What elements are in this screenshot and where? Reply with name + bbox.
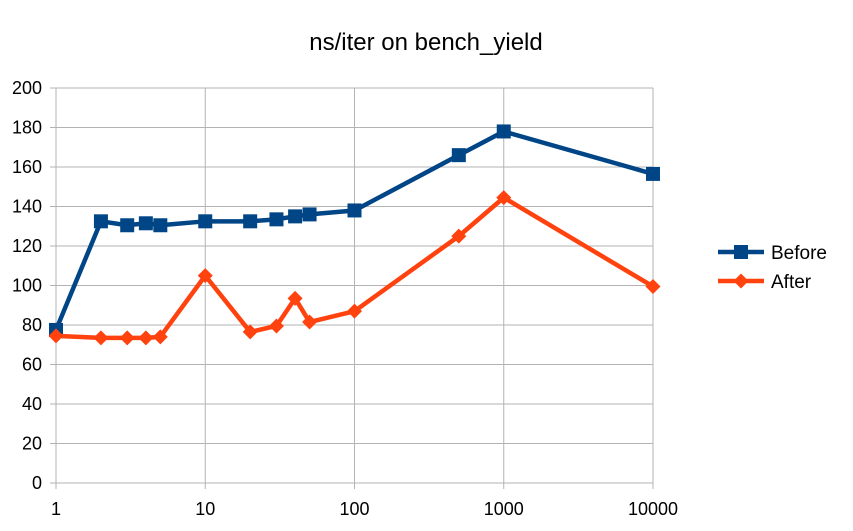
legend-item-before: Before: [718, 243, 827, 264]
y-axis-ticks: 0 20 40 60 80 100 120 140 160 180 200: [12, 78, 56, 493]
y-tick-label: 180: [12, 118, 42, 138]
legend-marker: [733, 273, 749, 289]
data-point: [496, 190, 512, 206]
data-point: [288, 209, 303, 224]
y-tick-label: 80: [22, 315, 42, 335]
data-point: [287, 290, 303, 306]
data-point: [197, 268, 213, 284]
y-tick-label: 140: [12, 197, 42, 217]
legend-item-after: After: [718, 272, 812, 293]
y-tick-label: 20: [22, 434, 42, 454]
legend-label: After: [771, 272, 812, 293]
data-point: [138, 330, 154, 346]
data-point: [152, 329, 168, 345]
y-tick-label: 200: [12, 78, 42, 98]
data-point: [302, 207, 317, 222]
x-tick-label: 1000: [484, 499, 524, 519]
legend: Before After: [718, 243, 827, 293]
series-before: [49, 124, 660, 337]
y-tick-label: 0: [32, 473, 42, 493]
data-point: [269, 212, 284, 227]
data-series: [48, 124, 661, 346]
data-point: [496, 124, 511, 139]
y-tick-label: 160: [12, 157, 42, 177]
x-axis-ticks: 1 10 100 1000 10000: [51, 483, 678, 519]
y-tick-label: 120: [12, 236, 42, 256]
data-point: [242, 324, 258, 340]
data-point: [646, 166, 660, 181]
data-point: [268, 318, 284, 334]
data-point: [243, 214, 258, 229]
data-point: [451, 148, 466, 163]
data-point: [198, 214, 213, 229]
x-tick-label: 10000: [628, 499, 678, 519]
legend-marker: [734, 245, 748, 259]
data-point: [645, 278, 661, 294]
legend-label: Before: [771, 243, 827, 264]
y-tick-label: 60: [22, 355, 42, 375]
data-point: [302, 314, 318, 330]
chart-title: ns/iter on bench_yield: [309, 29, 542, 56]
data-point: [138, 216, 153, 231]
y-tick-label: 40: [22, 394, 42, 414]
data-point: [347, 203, 362, 218]
y-tick-label: 100: [12, 276, 42, 296]
data-point: [93, 214, 108, 229]
series-after: [48, 190, 661, 346]
data-point: [120, 218, 135, 233]
x-tick-label: 100: [339, 499, 369, 519]
data-point: [48, 328, 64, 344]
x-tick-label: 10: [195, 499, 215, 519]
x-tick-label: 1: [51, 499, 61, 519]
data-point: [347, 303, 362, 319]
data-point: [119, 330, 135, 346]
data-point: [93, 330, 109, 346]
data-point: [153, 218, 168, 233]
data-point: [451, 228, 467, 244]
